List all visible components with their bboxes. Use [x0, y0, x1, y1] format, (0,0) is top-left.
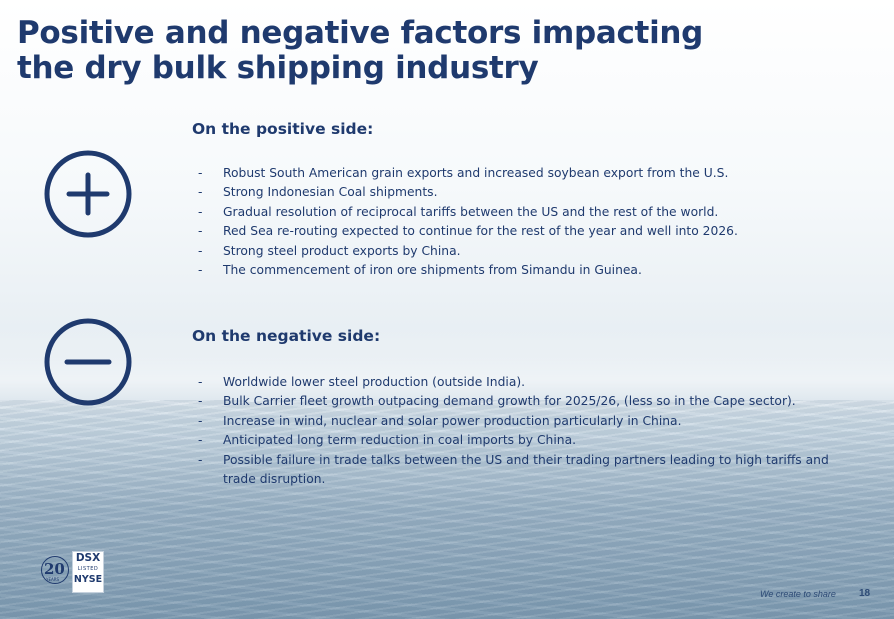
listed-label: LISTED	[77, 566, 99, 572]
positive-item: - Red Sea re-routing expected to continue…	[198, 222, 843, 241]
negative-item-text: Increase in wind, nuclear and solar powe…	[223, 413, 682, 428]
positive-item-text: Strong Indonesian Coal shipments.	[223, 185, 438, 200]
positive-factors-list: - Robust South American grain exports and…	[198, 164, 843, 280]
anniversary-number: 20	[44, 560, 65, 578]
negative-item: - Bulk Carrier fleet growth outpacing dem…	[198, 392, 843, 411]
negative-item: - Worldwide lower steel production (outsi…	[198, 373, 843, 392]
positive-item-text: Strong steel product exports by China.	[223, 243, 461, 258]
positive-item: - Strong steel product exports by China.	[198, 242, 843, 261]
positive-side-heading: On the positive side:	[192, 120, 374, 138]
positive-item: - Gradual resolution of reciprocal tariff…	[198, 203, 843, 222]
positive-item-text: The commencement of iron ore shipments f…	[223, 263, 642, 278]
bullet-dash: -	[198, 243, 203, 258]
bullet-dash: -	[198, 413, 203, 428]
negative-item-text: Possible failure in trade talks between …	[223, 452, 829, 487]
ticker-symbol: DSX	[75, 552, 101, 564]
bullet-dash: -	[198, 452, 203, 467]
bullet-dash: -	[198, 375, 203, 389]
background-sea-waves	[0, 400, 894, 619]
slide-title-line-1: Positive and negative factors impacting	[17, 15, 704, 51]
negative-side-heading: On the negative side:	[192, 327, 381, 345]
slide-title: Positive and negative factors impacting …	[17, 16, 703, 86]
positive-item-text: Robust South American grain exports and …	[223, 166, 729, 180]
exchange-name: NYSE	[73, 574, 103, 585]
negative-item: - Possible failure in trade talks between…	[198, 451, 843, 490]
positive-item: - Strong Indonesian Coal shipments.	[198, 183, 843, 202]
bullet-dash: -	[198, 224, 203, 239]
negative-item: - Anticipated long term reduction in coal…	[198, 431, 843, 450]
positive-item-text: Gradual resolution of reciprocal tariffs…	[223, 204, 719, 219]
negative-factors-list: - Worldwide lower steel production (outsi…	[198, 373, 843, 489]
plus-circle-icon	[44, 150, 132, 238]
bullet-dash: -	[198, 263, 203, 278]
minus-circle-icon	[44, 318, 132, 406]
bullet-dash: -	[198, 166, 203, 180]
background-sea-haze	[0, 330, 894, 420]
nyse-listing-badge: DSX LISTED NYSE	[73, 552, 103, 592]
negative-item-text: Anticipated long term reduction in coal …	[223, 433, 577, 448]
page-number: 18	[859, 588, 871, 599]
footer-tagline: We create to share	[760, 589, 836, 599]
anniversary-ring	[41, 556, 69, 584]
bullet-dash: -	[198, 185, 203, 200]
slide-title-line-2: the dry bulk shipping industry	[17, 50, 539, 86]
bullet-dash: -	[198, 433, 203, 448]
positive-item: - The commencement of iron ore shipments …	[198, 261, 843, 280]
positive-item-text: Red Sea re-routing expected to continue …	[223, 224, 738, 239]
negative-item-text: Worldwide lower steel production (outsid…	[223, 375, 526, 389]
negative-item: - Increase in wind, nuclear and solar pow…	[198, 412, 843, 431]
bullet-dash: -	[198, 394, 203, 409]
anniversary-label: YEARS	[46, 577, 60, 582]
company-logo: 20 YEARS DSX LISTED NYSE	[41, 552, 105, 592]
positive-item: - Robust South American grain exports and…	[198, 164, 843, 183]
negative-item-text: Bulk Carrier fleet growth outpacing dema…	[223, 394, 796, 409]
bullet-dash: -	[198, 204, 203, 219]
anniversary-badge: 20 YEARS	[41, 554, 71, 590]
